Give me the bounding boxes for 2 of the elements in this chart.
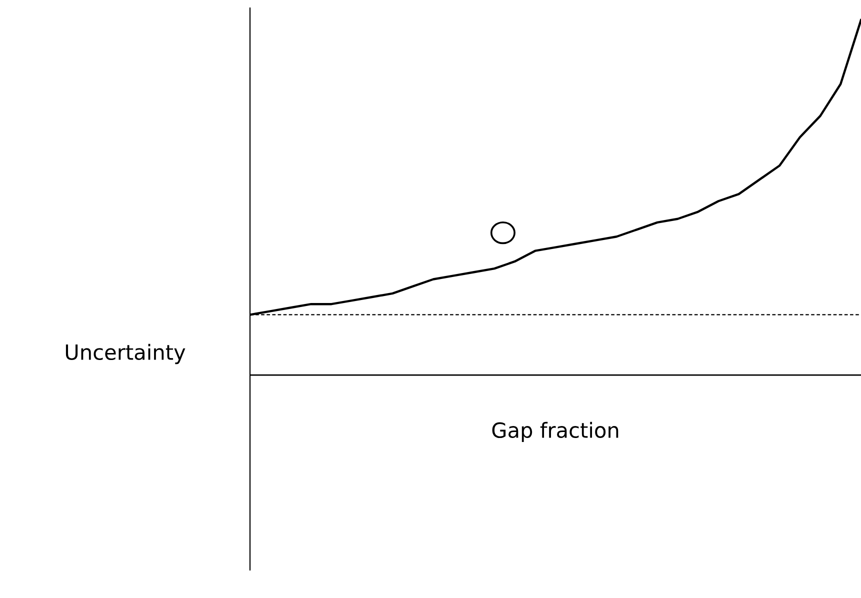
x-axis-title: Gap fraction: [492, 422, 618, 442]
y-axis-title: Uncertainty: [66, 344, 186, 364]
